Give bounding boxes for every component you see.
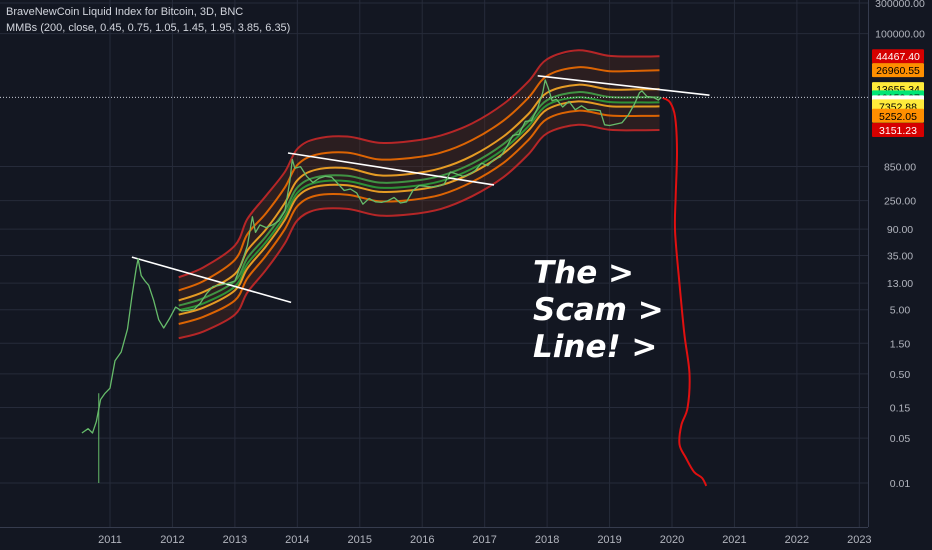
price-tag-label: 5252.05 [879, 111, 917, 123]
band-line-upper-inner [178, 83, 660, 302]
annotation-line-2: Scam > [533, 292, 664, 328]
y-tick-label: 850.00 [884, 162, 916, 174]
x-axis: 2011 2012 2013 2014 2015 2016 2017 2018 2019 2020… [0, 527, 872, 546]
x-tick-label: 2015 [348, 534, 372, 546]
x-tick-label: 2017 [472, 534, 496, 546]
band-line-core-lower [178, 96, 660, 312]
y-tick-label: 1.50 [890, 338, 911, 350]
price-tags: 44467.4026960.5513655.3410153.978484.657… [872, 49, 924, 138]
y-tick-label: 5.00 [890, 305, 911, 317]
band-fill [178, 50, 660, 339]
x-tick-label: 2019 [597, 534, 621, 546]
x-tick-label: 2022 [785, 534, 809, 546]
price-line [81, 79, 662, 434]
band-line-lower-inner [178, 100, 660, 316]
indicator-legend[interactable]: MMBs (200, close, 0.45, 0.75, 1.05, 1.45… [6, 22, 291, 34]
trendline-1 [131, 256, 292, 304]
price-series [81, 79, 662, 483]
x-tick-label: 2011 [98, 534, 122, 546]
y-tick-label: 250.00 [884, 196, 916, 208]
x-tick-label: 2013 [223, 534, 247, 546]
y-tick-label: 90.00 [887, 224, 913, 236]
y-tick-label: 100000.00 [875, 29, 925, 41]
y-tick-label: 0.01 [890, 478, 911, 490]
price-tag-label: 3151.23 [879, 125, 917, 137]
projection-line [662, 96, 708, 487]
annotation-line-3: Line! > [533, 329, 658, 365]
x-tick-label: 2012 [160, 534, 184, 546]
y-tick-label: 13.00 [887, 278, 913, 290]
price-tag-label: 44467.40 [876, 51, 920, 63]
moving-average-bands [178, 49, 660, 340]
x-tick-label: 2023 [847, 534, 871, 546]
y-tick-label: 0.50 [890, 369, 911, 381]
band-line-core-upper [178, 91, 660, 307]
x-tick-label: 2014 [285, 534, 309, 546]
chart-title: BraveNewCoin Liquid Index for Bitcoin, 3… [6, 6, 244, 18]
band-line-lower-mid [178, 109, 660, 325]
x-tick-label: 2020 [660, 534, 684, 546]
x-tick-label: 2018 [535, 534, 559, 546]
price-tag-box [872, 123, 924, 138]
trend-lines [0, 75, 868, 487]
band-line-upper-outer [178, 49, 660, 279]
trendline-3 [537, 75, 710, 96]
y-tick-label: 0.15 [890, 402, 911, 414]
y-tick-label: 35.00 [887, 250, 913, 262]
x-tick-label: 2021 [722, 534, 746, 546]
price-tag-box [872, 63, 924, 78]
grid-lines [0, 0, 868, 527]
x-tick-label: 2016 [410, 534, 434, 546]
price-tag-label: 26960.55 [876, 65, 920, 77]
price-tag-box [872, 49, 924, 64]
band-line-upper-mid [178, 66, 660, 292]
annotation-line-1: The > [533, 255, 635, 291]
y-axis[interactable]: 300000.00 100000.00 850.00 250.00 90.00 35.00… [868, 0, 925, 527]
price-tag-box [872, 108, 924, 123]
trendline-2 [287, 152, 495, 186]
y-tick-label: 0.05 [890, 433, 911, 445]
y-tick-label: 300000.00 [875, 0, 925, 10]
